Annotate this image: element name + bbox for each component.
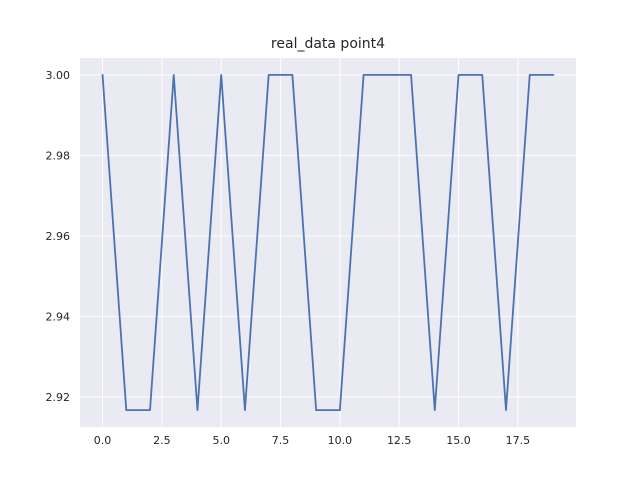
x-tick-label: 5.0 (212, 434, 230, 447)
y-tick-label: 2.94 (46, 310, 71, 323)
y-axis-tick-labels: 2.92 2.94 2.96 2.98 3.00 (46, 69, 71, 404)
x-tick-label: 15.0 (446, 434, 471, 447)
x-tick-label: 0.0 (94, 434, 112, 447)
x-tick-label: 2.5 (153, 434, 171, 447)
y-tick-label: 2.96 (46, 230, 71, 243)
chart-title: real_data point4 (271, 36, 385, 52)
series-line (101, 74, 555, 412)
plot-area (80, 58, 576, 427)
x-tick-label: 10.0 (328, 434, 353, 447)
y-tick-label: 2.92 (46, 391, 71, 404)
y-tick-label: 3.00 (46, 69, 71, 82)
x-tick-label: 12.5 (387, 434, 412, 447)
series-layer (101, 74, 555, 412)
x-tick-label: 7.5 (272, 434, 290, 447)
y-tick-label: 2.98 (46, 149, 71, 162)
x-tick-label: 17.5 (506, 434, 531, 447)
x-axis-tick-labels: 0.0 2.5 5.0 7.5 10.0 12.5 15.0 17.5 (94, 434, 530, 447)
